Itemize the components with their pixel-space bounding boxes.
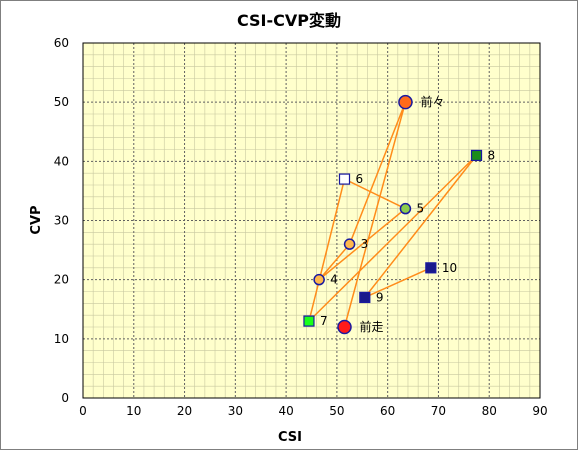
- major-grid: [83, 43, 540, 398]
- x-tick-label: 50: [329, 404, 344, 418]
- x-tick-label: 20: [177, 404, 192, 418]
- point-label: 7: [320, 314, 328, 328]
- y-axis-ticks: 0 10 20 30 40 50 60: [54, 36, 69, 405]
- x-tick-label: 70: [431, 404, 446, 418]
- point-label: 3: [361, 237, 369, 251]
- chart-title: CSI-CVP変動: [237, 11, 341, 30]
- x-tick-label: 90: [532, 404, 547, 418]
- x-tick-label: 30: [228, 404, 243, 418]
- y-tick-label: 40: [54, 154, 69, 168]
- point-label: 10: [442, 261, 457, 275]
- point-label: 8: [488, 148, 496, 162]
- point-marker: [399, 202, 412, 215]
- x-tick-label: 0: [79, 404, 87, 418]
- x-tick-label: 60: [380, 404, 395, 418]
- y-axis-label: CVP: [29, 205, 44, 234]
- point-label: 前走: [360, 319, 384, 334]
- y-tick-label: 50: [54, 95, 69, 109]
- point-label: 6: [356, 172, 364, 186]
- point-marker: [303, 315, 315, 327]
- x-tick-label: 80: [482, 404, 497, 418]
- point-label: 前々: [420, 94, 444, 109]
- point-label: 5: [416, 202, 424, 216]
- y-tick-label: 10: [54, 332, 69, 346]
- point-marker: [359, 291, 371, 304]
- x-tick-label: 10: [126, 404, 141, 418]
- plot-border-rect: [82, 42, 541, 399]
- point-label: 4: [330, 273, 338, 287]
- y-tick-label: 60: [54, 36, 69, 50]
- markers: [303, 94, 483, 335]
- y-tick-label: 0: [61, 391, 69, 405]
- x-axis-ticks: 0 10 20 30 40 50 60 70 80 90: [79, 404, 547, 418]
- point-marker: [338, 173, 351, 185]
- y-tick-label: 30: [54, 214, 69, 228]
- point-labels: 前走 前々 3 4 5 6 7 8 9 10: [320, 94, 495, 334]
- point-marker: [425, 262, 437, 274]
- point-marker: [313, 273, 325, 286]
- point-marker: [337, 319, 352, 335]
- series-line: [307, 101, 478, 328]
- point-label: 9: [376, 290, 384, 304]
- point-marker: [470, 149, 483, 162]
- x-tick-label: 40: [278, 404, 293, 418]
- x-axis-label: CSI: [278, 430, 302, 445]
- point-marker: [398, 94, 413, 110]
- series-path: [307, 101, 478, 328]
- plot-border: [82, 42, 541, 399]
- y-tick-label: 20: [54, 273, 69, 287]
- point-marker: [343, 238, 356, 250]
